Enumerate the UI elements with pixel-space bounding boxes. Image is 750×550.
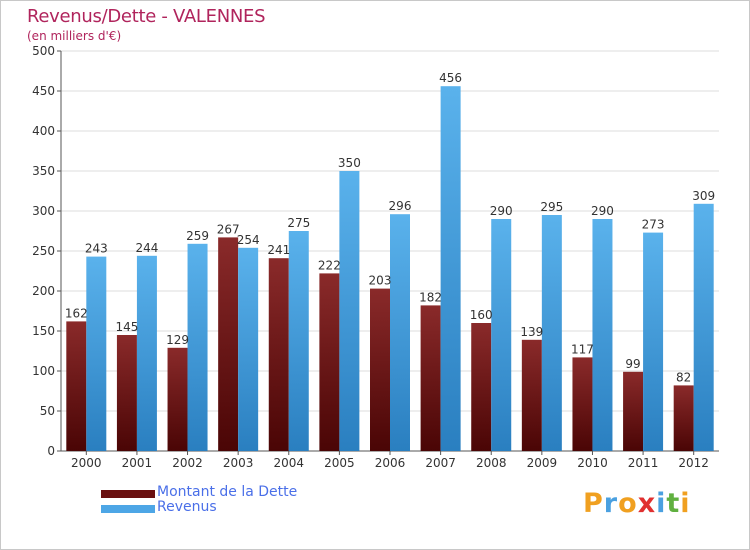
bar-dette-2010 [572,357,593,451]
y-tick-label: 100 [32,364,55,378]
label-dette-2006: 203 [369,274,392,288]
x-tick-label-2007: 2007 [425,456,456,470]
bar-dette-2006 [370,288,390,451]
label-revenus-2011: 273 [642,218,665,232]
x-tick-label-2002: 2002 [172,456,203,470]
bar-dette-2012 [673,385,694,451]
bar-dette-2005 [319,273,340,451]
x-tick-label-2008: 2008 [476,456,507,470]
y-tick-label: 150 [32,324,55,338]
x-tick-label-2005: 2005 [324,456,355,470]
y-tick-label: 350 [32,164,55,178]
y-tick-label: 450 [32,84,55,98]
x-tick-label-2012: 2012 [678,456,709,470]
label-revenus-2002: 259 [186,229,209,243]
logo-letter: x [637,488,657,519]
y-tick-label: 500 [32,44,55,58]
label-dette-2010: 117 [571,342,594,356]
legend-label-debt: Montant de la Dette [157,484,298,500]
label-revenus-2001: 244 [135,241,158,255]
bar-revenus-2007 [440,86,461,451]
logo-letter: t [666,488,681,519]
label-dette-2007: 182 [419,290,442,304]
logo-letter: o [618,488,638,519]
y-tick-label: 250 [32,244,55,258]
label-revenus-2003: 254 [237,233,260,247]
bar-revenus-2011 [643,232,664,451]
bar-revenus-2008 [491,219,512,451]
logo-letter: i [656,488,667,519]
bar-revenus-2000 [86,256,107,451]
bar-dette-2001 [116,335,137,451]
bar-dette-2011 [623,371,644,451]
x-tick-label-2011: 2011 [628,456,659,470]
bar-dette-2008 [471,323,492,451]
chart-subtitle: (en milliers d'€) [27,29,122,43]
bar-revenus-2005 [339,171,360,451]
legend-swatch-revenus [101,505,155,513]
bars [66,86,714,451]
logo-letter: r [603,488,619,519]
label-revenus-2004: 275 [287,216,310,230]
bar-revenus-2006 [390,214,410,451]
label-dette-2008: 160 [470,308,493,322]
logo-letter: P [583,488,604,519]
bar-dette-2007 [420,305,441,451]
label-revenus-2008: 290 [490,204,513,218]
label-dette-2011: 99 [625,357,640,371]
label-dette-2012: 82 [676,370,691,384]
label-dette-2000: 162 [65,306,88,320]
logo-letter: i [680,488,691,519]
bar-dette-2002 [167,347,188,451]
legend-label-revenus: Revenus [157,499,217,515]
label-revenus-2009: 295 [540,200,563,214]
bar-revenus-2003 [238,247,259,451]
label-revenus-2005: 350 [338,156,361,170]
y-tick-label: 400 [32,124,55,138]
chart-title: Revenus/Dette - VALENNES [27,6,266,27]
label-dette-2004: 241 [267,243,290,257]
bar-revenus-2002 [187,243,208,451]
bar-revenus-2004 [288,231,309,451]
x-tick-label-2010: 2010 [577,456,608,470]
label-dette-2001: 145 [115,320,138,334]
bar-dette-2004 [268,258,289,451]
x-axis: 2000 2001 2002 2003 2004 2005 2006 2007 2008 2009… [71,451,709,470]
label-revenus-2010: 290 [591,204,614,218]
y-tick-label: 50 [40,404,55,418]
label-revenus-2012: 309 [692,189,715,203]
x-tick-label-2003: 2003 [223,456,254,470]
y-tick-label: 0 [47,444,55,458]
x-tick-label-2006: 2006 [375,456,406,470]
x-tick-label-2000: 2000 [71,456,102,470]
bar-dette-2003 [218,237,239,451]
label-revenus-2000: 243 [85,242,108,256]
bar-dette-2009 [521,339,542,451]
bar-dette-2000 [66,321,87,451]
label-dette-2009: 139 [520,325,543,339]
x-tick-label-2009: 2009 [527,456,558,470]
bar-revenus-2010 [592,219,613,451]
bar-revenus-2009 [541,215,562,451]
bar-revenus-2001 [136,255,157,451]
proxiti-logo: Proxiti [583,488,691,519]
bar-revenus-2012 [693,203,714,451]
y-tick-label: 200 [32,284,55,298]
label-dette-2002: 129 [166,333,189,347]
label-revenus-2006: 296 [389,199,412,213]
x-tick-label-2001: 2001 [122,456,153,470]
label-revenus-2007: 456 [439,71,462,85]
label-dette-2003: 267 [217,222,240,236]
label-dette-2005: 222 [318,258,341,272]
legend-swatch-debt [101,490,155,498]
x-tick-label-2004: 2004 [273,456,304,470]
y-tick-label: 300 [32,204,55,218]
